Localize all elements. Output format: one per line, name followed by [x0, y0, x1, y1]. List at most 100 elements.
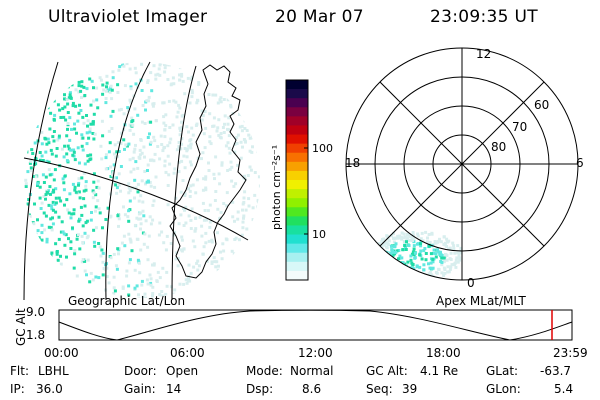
emission-pixel — [176, 264, 180, 268]
emission-pixel — [173, 288, 177, 292]
emission-pixel — [127, 142, 131, 146]
emission-pixel — [223, 122, 226, 126]
emission-pixel — [418, 253, 422, 257]
emission-pixel — [56, 138, 60, 142]
emission-pixel — [165, 234, 169, 238]
emission-pixel — [197, 264, 201, 268]
emission-pixel — [127, 261, 131, 265]
emission-pixel — [428, 243, 432, 247]
emission-pixel — [33, 141, 37, 145]
emission-pixel — [151, 294, 154, 298]
colorbar-segment — [286, 143, 308, 154]
emission-pixel — [207, 93, 211, 96]
ip-label: IP: — [10, 382, 25, 396]
emission-pixel — [191, 133, 195, 137]
emission-pixel — [140, 89, 144, 92]
emission-pixel — [112, 292, 116, 295]
emission-pixel — [130, 116, 134, 120]
emission-pixel — [113, 143, 117, 147]
emission-pixel — [48, 127, 52, 131]
emission-pixel — [122, 205, 125, 209]
emission-pixel — [253, 171, 257, 174]
emission-pixel — [420, 257, 424, 261]
emission-pixel — [177, 222, 181, 226]
emission-pixel — [204, 231, 208, 235]
emission-pixel — [193, 229, 197, 233]
emission-pixel — [100, 248, 104, 252]
emission-pixel — [437, 268, 441, 271]
emission-pixel — [224, 204, 228, 208]
emission-pixel — [146, 282, 150, 286]
emission-pixel — [24, 182, 28, 186]
timeline-xtick: 18:00 — [426, 346, 461, 360]
emission-pixel — [47, 168, 51, 172]
emission-pixel — [185, 149, 189, 153]
emission-pixel — [182, 154, 186, 158]
emission-pixel — [36, 184, 39, 187]
emission-pixel — [104, 153, 108, 157]
emission-pixel — [246, 174, 250, 177]
emission-pixel — [57, 237, 61, 241]
emission-pixel — [62, 188, 66, 192]
emission-pixel — [419, 242, 422, 246]
emission-pixel — [127, 232, 131, 236]
emission-pixel — [55, 252, 59, 256]
emission-pixel — [221, 242, 225, 246]
colorbar-segment — [286, 225, 308, 236]
emission-pixel — [134, 71, 138, 75]
emission-pixel — [119, 165, 123, 168]
emission-pixel — [174, 196, 178, 200]
emission-pixel — [200, 234, 204, 238]
emission-pixel — [201, 151, 205, 155]
emission-pixel — [80, 96, 83, 99]
emission-pixel — [40, 201, 44, 205]
emission-pixel — [225, 191, 229, 195]
emission-pixel — [92, 112, 96, 116]
emission-pixel — [411, 231, 415, 234]
emission-pixel — [169, 137, 173, 141]
emission-pixel — [213, 177, 216, 181]
emission-pixel — [62, 181, 66, 185]
emission-pixel — [183, 192, 187, 196]
emission-pixel — [210, 238, 214, 242]
emission-pixel — [431, 257, 435, 261]
emission-pixel — [392, 232, 395, 236]
emission-pixel — [151, 102, 155, 106]
emission-pixel — [195, 101, 199, 105]
emission-pixel — [184, 278, 188, 282]
emission-pixel — [89, 153, 93, 157]
emission-pixel — [219, 136, 223, 140]
emission-pixel — [123, 147, 126, 151]
emission-pixel — [109, 214, 113, 218]
emission-pixel — [49, 204, 53, 208]
emission-pixel — [148, 142, 152, 146]
emission-pixel — [434, 271, 438, 274]
polar-axis-diagonal — [379, 81, 545, 247]
emission-pixel — [172, 82, 176, 86]
emission-pixel — [112, 275, 116, 279]
emission-pixel — [210, 260, 214, 264]
emission-pixel — [439, 240, 443, 244]
emission-pixel — [110, 97, 114, 101]
emission-pixel — [190, 88, 194, 92]
emission-pixel — [240, 129, 244, 133]
glon-value: 5.4 — [554, 382, 574, 396]
emission-pixel — [175, 251, 179, 255]
emission-pixel — [203, 146, 207, 150]
emission-pixel — [81, 258, 85, 261]
emission-pixel — [54, 154, 58, 158]
emission-pixel — [108, 86, 112, 90]
emission-pixel — [419, 249, 423, 253]
emission-pixel — [81, 115, 85, 119]
emission-pixel — [386, 237, 390, 241]
emission-pixel — [100, 119, 104, 123]
emission-pixel — [154, 73, 158, 77]
emission-pixel — [188, 101, 192, 105]
emission-pixel — [105, 74, 109, 78]
emission-pixel — [66, 111, 70, 114]
meridian-line — [23, 61, 59, 301]
emission-pixel — [146, 81, 150, 84]
emission-pixel — [382, 241, 386, 245]
emission-pixel — [202, 218, 206, 222]
emission-pixel — [187, 144, 191, 148]
